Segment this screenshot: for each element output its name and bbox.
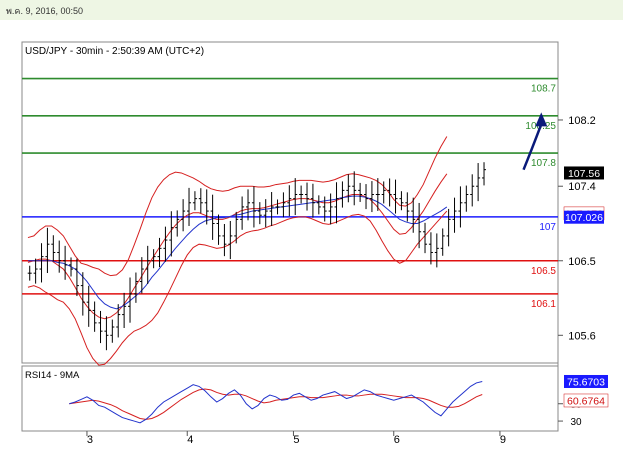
rsi-marker-0: 75.6703 [567,376,605,388]
time-tick-2: 5 [293,434,299,446]
rsi-marker-box-1 [563,393,609,408]
band-lower [27,210,448,366]
rsi-lines [69,381,483,424]
rsi-chart-title: RSI14 - 9MA [25,370,80,381]
rsi-line [69,381,483,424]
time-tick-0: 3 [87,434,93,446]
price-marker-box-0 [564,166,604,180]
main-chart-title: USD/JPY - 30min - 2:50:39 AM (UTC+2) [25,46,204,57]
main-panel-frame [21,41,559,364]
level-label-4: 106.5 [531,266,556,277]
price-tick-0: 108.2 [568,115,596,127]
price-tick-2: 106.5 [568,256,596,268]
rsi-ma-line [69,388,483,420]
level-label-0: 108.7 [531,84,556,95]
price-tick-1: 107.4 [568,181,596,193]
time-tick-4: 9 [500,434,506,446]
level-label-2: 107.8 [531,158,556,169]
price-marker-box-2 [564,210,604,224]
rsi-marker-1: 60.6764 [567,395,605,407]
rsi-marker-box-0 [564,374,608,388]
ma-blue-line [27,195,448,310]
price-axis: 108.2 107.4 106.5 105.6 [558,115,596,342]
ma-red-line [27,173,448,320]
level-label-3: 107 [539,222,556,233]
price-bars [27,162,487,351]
time-tick-1: 4 [187,434,193,446]
timestamp: พ.ค. 9, 2016, 00:50 [6,6,84,16]
arrow-head [535,112,548,127]
trend-arrow [522,112,548,171]
level-label-5: 106.1 [531,299,556,310]
arrow-shaft [522,123,543,171]
price-marker-2: 107.026 [565,212,603,224]
rsi-tick-1: 30 [570,417,582,428]
window-header: พ.ค. 9, 2016, 00:50 [0,0,623,20]
time-tick-3: 6 [394,434,400,446]
time-axis: 3 4 5 6 9 [86,431,506,446]
price-marker-0: 107.56 [568,168,600,180]
price-tick-3: 105.6 [568,330,596,342]
bollinger-bands [27,136,448,366]
band-upper [27,136,448,277]
